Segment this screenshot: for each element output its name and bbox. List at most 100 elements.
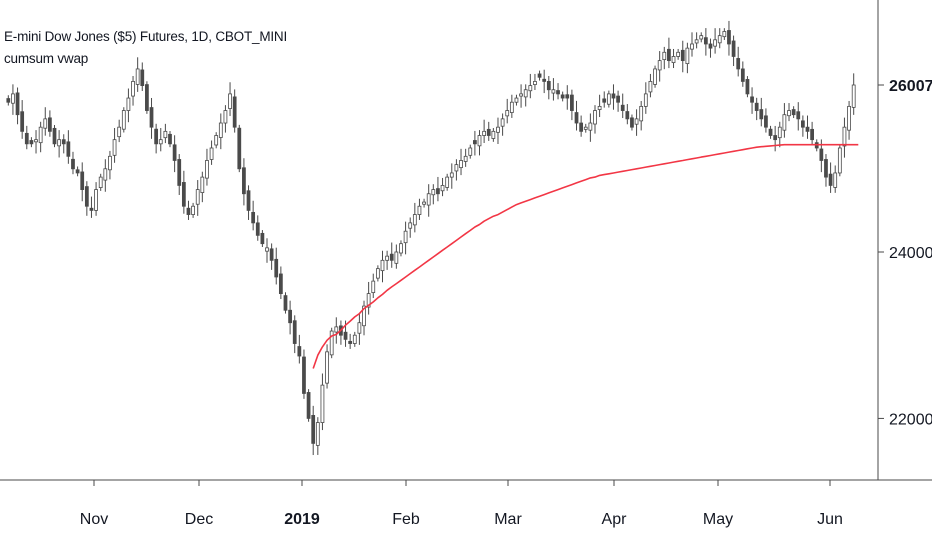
candle [218,113,223,150]
candle [29,137,34,148]
candle [131,76,135,106]
candle [773,125,778,152]
candle [292,315,297,354]
candle [833,165,838,193]
candle [606,90,611,108]
candle [542,69,547,94]
candle [777,121,782,148]
candle [824,154,828,187]
candle [764,108,768,133]
candle [791,106,796,119]
candle [214,132,219,149]
chart-subtitle: cumsum vwap [4,51,89,66]
candle [514,94,519,106]
candle [417,198,422,220]
candle [482,119,487,143]
candle [357,313,362,345]
candle [796,102,801,131]
candle [574,100,579,131]
vwap-line [312,143,859,369]
candle [537,70,542,81]
candle [191,202,195,218]
price-tick-label: 24000 [889,245,932,262]
candle [837,144,842,177]
time-axis[interactable]: Nov Dec 2019 Feb Mar Apr May Jun [80,480,843,528]
candle [500,113,505,136]
time-tick-label: 2019 [284,511,320,528]
candle [61,134,66,154]
candle [375,265,380,282]
candle [422,198,426,208]
candle [805,115,810,139]
candle [172,135,177,173]
candle [371,273,376,299]
price-axis[interactable]: 22000 24000 26007 [878,78,932,428]
candle [463,148,468,167]
candle [473,130,477,156]
candle [278,266,283,300]
candle [556,83,560,100]
candle [810,121,814,146]
candle [436,176,440,202]
candle [140,62,145,91]
candle [533,73,537,90]
candle [288,300,292,335]
candle [851,73,856,115]
candle [20,100,25,139]
candle [108,150,112,180]
candle [366,281,371,315]
candle [602,91,607,108]
candle [731,35,736,67]
candle [24,125,29,150]
candle [302,349,306,399]
candle [671,48,676,69]
candle [297,334,302,364]
candle [588,113,593,142]
candle [408,217,413,238]
candle [94,182,98,216]
candle [80,162,85,202]
candle [242,158,246,206]
candle [385,250,389,270]
candle [145,81,149,114]
time-tick-label: Mar [494,511,522,528]
candle [181,170,186,214]
candle [454,159,459,181]
candle [112,128,117,163]
candle [727,20,731,56]
candle [84,181,89,216]
candle [149,97,154,139]
candle [311,405,316,456]
candle [468,144,473,159]
candle [630,114,634,131]
candle [583,123,588,133]
candle [648,73,653,98]
candle [486,121,491,141]
candle [491,128,496,142]
candle [787,103,791,122]
candle [135,57,140,92]
candle [782,103,787,138]
candle [426,184,431,217]
candle [168,131,172,148]
candle [509,94,514,118]
candle [662,46,667,70]
candle [680,40,685,73]
time-tick-label: Feb [392,511,420,528]
candle [449,163,454,189]
candle [121,107,126,133]
candle [246,185,251,220]
time-tick-label: Nov [80,511,108,528]
candle [643,82,648,114]
candle [565,85,570,110]
candle [339,320,343,345]
candle [667,37,671,69]
candle [523,84,528,107]
candle [616,90,620,112]
candle [713,28,717,54]
candle [745,76,750,98]
candle [200,171,205,203]
candle [694,32,699,49]
candle [722,28,727,40]
